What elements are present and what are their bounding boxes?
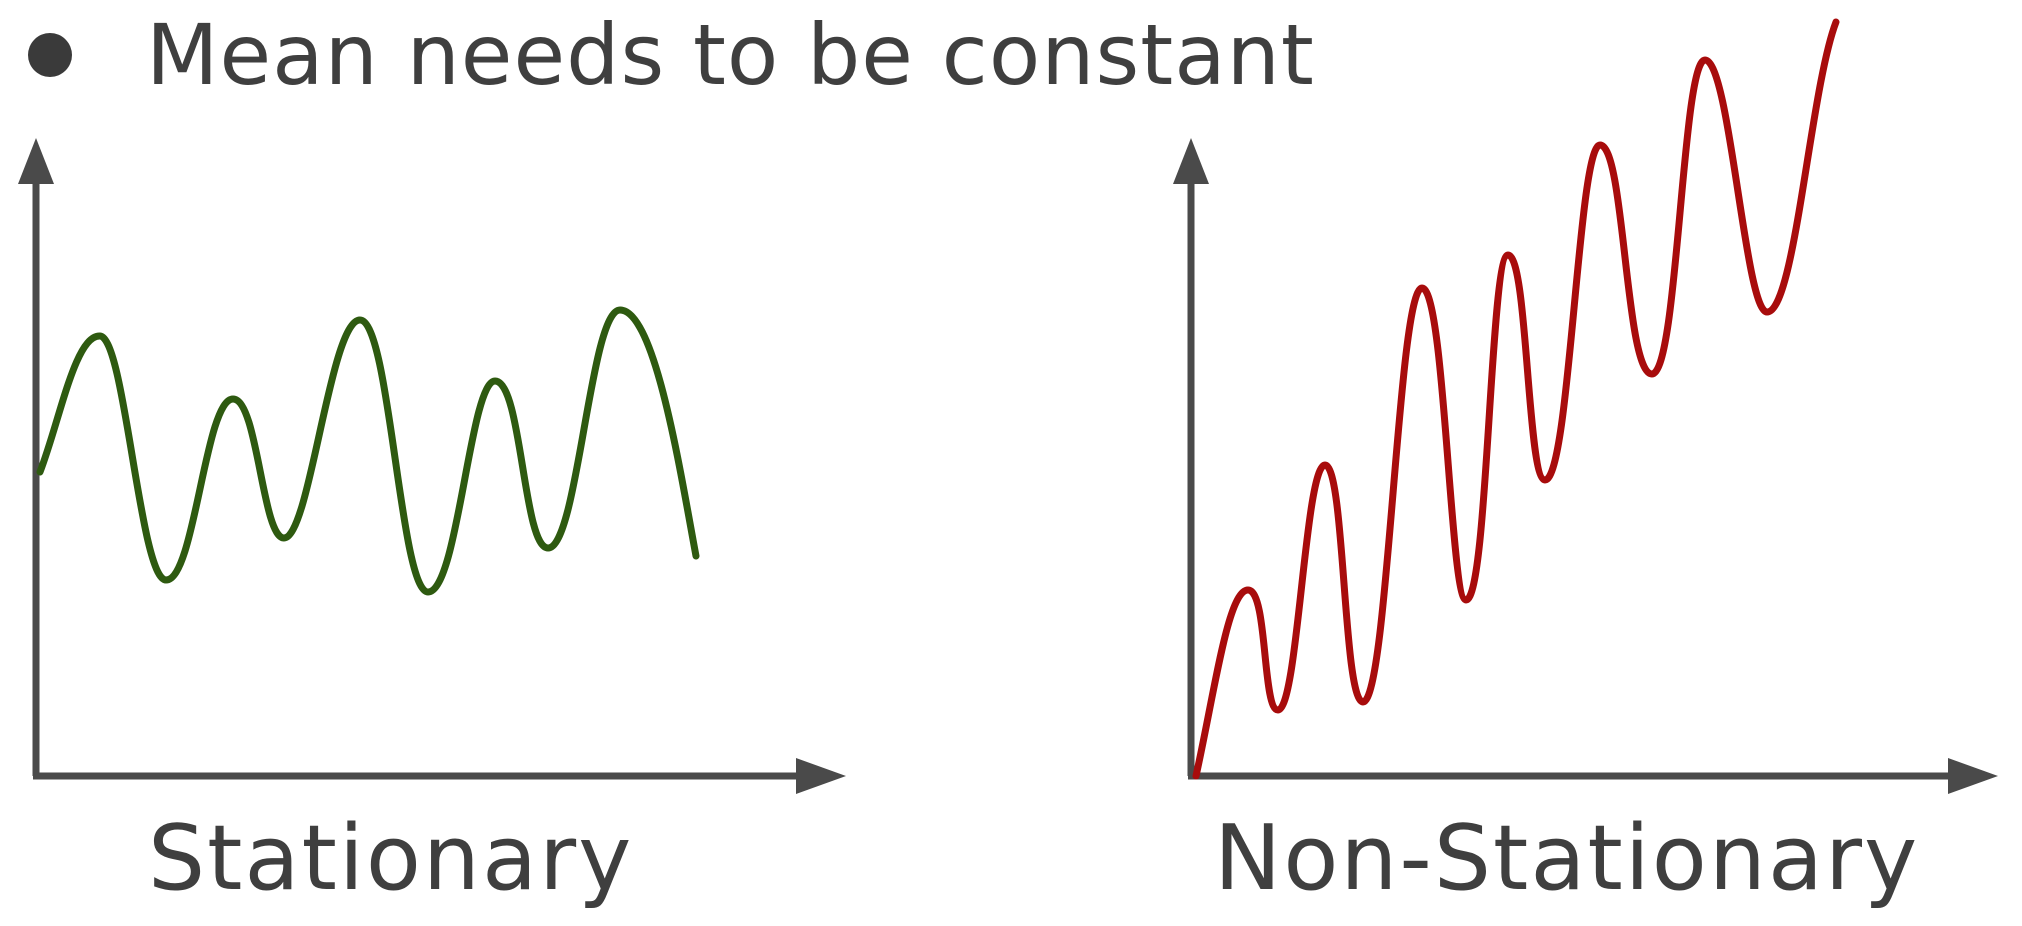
bullet-text: Mean needs to be constant <box>146 6 1315 104</box>
stationary-axes <box>18 138 846 794</box>
non-stationary-wave-line <box>1192 18 1840 780</box>
stationary-x-arrow-icon <box>796 758 846 794</box>
non-stationary-axes <box>1173 138 1998 794</box>
non-stationary-x-arrow-icon <box>1948 758 1998 794</box>
bullet-point: Mean needs to be constant <box>28 0 1315 110</box>
stationary-panel <box>18 138 846 794</box>
stationary-wave-line <box>36 306 700 596</box>
stationary-y-arrow-icon <box>18 138 54 184</box>
non-stationary-caption: Non-Stationary <box>1214 806 1920 911</box>
stationary-caption: Stationary <box>148 806 634 911</box>
non-stationary-panel <box>1173 18 1998 794</box>
non-stationary-y-arrow-icon <box>1173 138 1209 184</box>
bullet-dot-icon <box>28 33 72 77</box>
